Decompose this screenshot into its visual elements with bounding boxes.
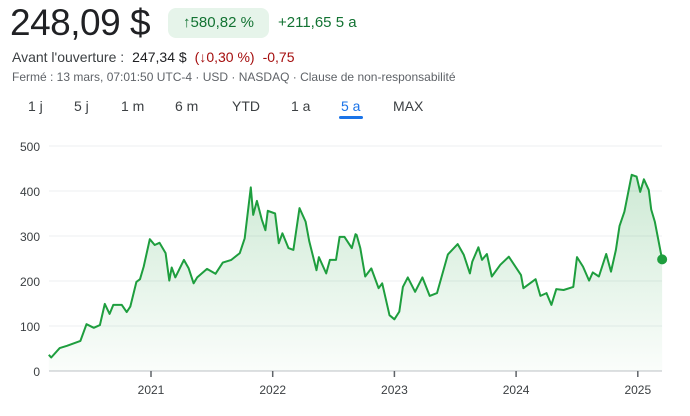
change-period: 5 a <box>335 14 357 31</box>
arrow-up-icon: ↑ <box>183 14 191 31</box>
market-meta: Fermé : 13 mars, 07:01:50 UTC-4 · USD · … <box>12 70 456 84</box>
current-price-marker <box>657 254 668 265</box>
tab-5y[interactable]: 5 a <box>341 98 361 114</box>
premarket-percent: (↓0,30 %) <box>195 49 255 65</box>
price-line <box>48 173 664 359</box>
y-tick-label: 400 <box>20 185 40 199</box>
tab-1y[interactable]: 1 a <box>291 98 311 114</box>
arrow-down-icon: ↓ <box>199 49 207 65</box>
change-value: +211,65 <box>278 14 332 31</box>
y-tick-label: 500 <box>20 140 40 154</box>
tab-5d[interactable]: 5 j <box>74 98 89 114</box>
premarket-change: -0,75 <box>262 49 295 65</box>
tab-1d[interactable]: 1 j <box>28 98 43 114</box>
tab-max[interactable]: MAX <box>393 98 424 114</box>
premarket-label: Avant l'ouverture : <box>12 49 125 65</box>
x-tick-label: 2021 <box>138 383 165 397</box>
change-absolute: +211,65 5 a <box>278 14 357 31</box>
current-price: 248,09 $ <box>10 2 151 43</box>
premarket-price: 247,34 $ <box>132 49 187 65</box>
x-tick-label: 2023 <box>381 383 408 397</box>
y-tick-label: 0 <box>33 365 40 379</box>
y-tick-label: 200 <box>20 275 40 289</box>
y-tick-label: 300 <box>20 230 40 244</box>
paren: ( <box>194 49 200 65</box>
x-tick-label: 2024 <box>503 383 530 397</box>
price-area-fill <box>48 174 663 371</box>
x-tick-label: 2025 <box>624 383 651 397</box>
tab-6m[interactable]: 6 m <box>175 98 199 114</box>
paren: ) <box>249 49 255 65</box>
tab-ytd[interactable]: YTD <box>232 98 260 114</box>
change-percent: 580,82 % <box>190 14 254 31</box>
active-tab-indicator <box>339 116 363 119</box>
x-tick-label: 2022 <box>259 383 286 397</box>
premarket-row: Avant l'ouverture : 247,34 $ (↓0,30 %) -0,7… <box>12 49 295 65</box>
y-tick-label: 100 <box>20 320 40 334</box>
tab-1m[interactable]: 1 m <box>121 98 145 114</box>
change-percent-badge: ↑580,82 % <box>168 8 269 38</box>
premarket-pct-value: 0,30 % <box>206 49 250 65</box>
